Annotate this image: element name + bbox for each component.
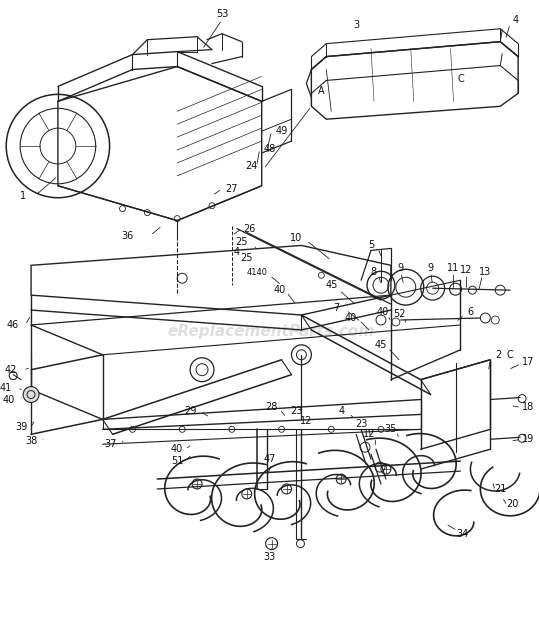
Text: 13: 13 [479, 267, 492, 278]
Text: 40: 40 [2, 394, 15, 404]
Text: C: C [507, 350, 514, 360]
Text: 19: 19 [522, 434, 534, 444]
Text: 2: 2 [495, 350, 501, 360]
Text: 12: 12 [300, 417, 313, 426]
Text: 51: 51 [171, 456, 183, 466]
Text: 45: 45 [375, 340, 387, 350]
Text: 37: 37 [105, 439, 117, 449]
Text: 40: 40 [171, 444, 183, 454]
Text: 17: 17 [522, 357, 534, 367]
Text: 46: 46 [7, 320, 19, 330]
Text: 1: 1 [20, 191, 26, 201]
Text: 4: 4 [234, 248, 240, 257]
Text: 53: 53 [216, 9, 228, 19]
Text: 12: 12 [363, 429, 375, 440]
Text: 25: 25 [236, 237, 248, 248]
Text: 7: 7 [333, 303, 340, 313]
Text: 23: 23 [291, 406, 303, 417]
Text: 40: 40 [377, 307, 389, 317]
Text: 40: 40 [273, 285, 286, 295]
Text: 27: 27 [226, 184, 238, 194]
Text: A: A [318, 86, 324, 96]
Text: 18: 18 [522, 403, 534, 412]
Text: 21: 21 [494, 484, 507, 494]
Text: 45: 45 [325, 280, 337, 290]
Circle shape [23, 387, 39, 403]
Text: 48: 48 [264, 144, 276, 154]
Text: 28: 28 [265, 403, 278, 412]
Text: 9: 9 [427, 263, 434, 273]
Text: 4: 4 [338, 406, 344, 417]
Text: 6: 6 [467, 307, 473, 317]
Text: 42: 42 [5, 365, 17, 375]
Text: 26: 26 [244, 223, 256, 234]
Text: 20: 20 [506, 499, 519, 509]
Text: 10: 10 [291, 234, 302, 244]
Text: 11: 11 [447, 263, 460, 273]
Text: 38: 38 [25, 436, 37, 446]
Text: 23: 23 [355, 419, 367, 429]
Text: 9: 9 [398, 263, 404, 273]
Text: 24: 24 [246, 161, 258, 171]
Text: 29: 29 [184, 406, 196, 417]
Text: 52: 52 [393, 309, 406, 319]
Text: 4: 4 [512, 15, 518, 25]
Text: 3: 3 [353, 20, 359, 30]
Text: 4140: 4140 [246, 268, 267, 277]
Text: 49: 49 [275, 126, 288, 136]
Text: 47: 47 [264, 454, 276, 464]
Text: C: C [457, 75, 464, 84]
Text: 12: 12 [460, 265, 473, 275]
Text: 39: 39 [15, 422, 27, 433]
Text: 33: 33 [264, 552, 276, 561]
Text: 35: 35 [385, 424, 397, 434]
Text: 41: 41 [0, 383, 11, 392]
Text: 34: 34 [457, 529, 468, 538]
Text: 36: 36 [121, 230, 134, 241]
Text: eReplacementParts.com: eReplacementParts.com [168, 324, 375, 339]
Text: 5: 5 [368, 241, 374, 251]
Text: 40: 40 [345, 313, 357, 323]
Text: 25: 25 [240, 253, 253, 263]
Text: 8: 8 [370, 267, 376, 278]
